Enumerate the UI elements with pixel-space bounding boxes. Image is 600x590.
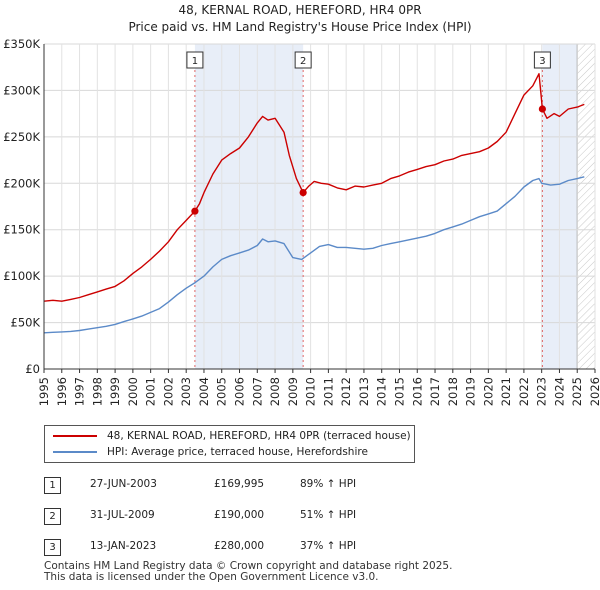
x-tick-label: 1997 xyxy=(73,377,87,406)
sale-hpi-change: 51% ↑ HPI xyxy=(300,509,357,521)
x-tick-label: 2017 xyxy=(428,377,442,406)
x-tick-label: 2010 xyxy=(304,377,318,406)
sale-badge: 2 xyxy=(44,508,61,525)
x-tick-label: 2002 xyxy=(161,377,175,406)
x-tick-label: 2012 xyxy=(339,377,353,406)
sale-date: 31-JUL-2009 xyxy=(90,509,155,521)
x-tick-label: 2001 xyxy=(144,377,158,406)
y-tick-label: £200K xyxy=(3,176,40,190)
sale-point xyxy=(538,105,546,113)
x-tick-label: 2019 xyxy=(464,377,478,406)
sale-price: £190,000 xyxy=(214,509,265,521)
sale-point xyxy=(191,207,199,215)
x-tick-label: 2011 xyxy=(321,377,335,406)
x-tick-label: 2015 xyxy=(392,377,406,406)
x-tick-label: 2008 xyxy=(268,377,282,406)
sale-price: £280,000 xyxy=(214,540,265,552)
sale-label-box xyxy=(294,51,312,69)
x-tick-label: 2006 xyxy=(233,377,247,406)
sale-row: 1 27-JUN-2003 £169,995 89% ↑ HPI xyxy=(44,473,464,499)
forecast-hatch xyxy=(577,44,595,369)
sale-label-number: 2 xyxy=(300,56,306,67)
x-tick-label: 2024 xyxy=(552,377,566,406)
hpi-line xyxy=(44,176,585,334)
legend-label-property: 48, KERNAL ROAD, HEREFORD, HR4 0PR (terr… xyxy=(107,430,411,442)
x-tick-label: 2023 xyxy=(535,377,549,406)
x-tick-label: 2000 xyxy=(126,377,140,406)
sale-row: 3 13-JAN-2023 £280,000 37% ↑ HPI xyxy=(44,535,464,561)
chart-legend: 48, KERNAL ROAD, HEREFORD, HR4 0PR (terr… xyxy=(44,425,415,463)
x-tick-label: 2003 xyxy=(179,377,193,406)
y-tick-label: £150K xyxy=(3,223,40,237)
x-tick-label: 2020 xyxy=(481,377,495,406)
x-tick-label: 2014 xyxy=(375,377,389,406)
legend-swatch-property xyxy=(53,435,97,437)
sale-hpi-change: 89% ↑ HPI xyxy=(300,478,357,490)
x-tick-label: 1996 xyxy=(55,377,69,406)
x-tick-label: 2004 xyxy=(197,377,211,406)
x-tick-label: 2016 xyxy=(410,377,424,406)
x-tick-label: 2007 xyxy=(250,377,264,406)
y-tick-label: £100K xyxy=(3,269,40,283)
sale-date: 13-JAN-2023 xyxy=(90,540,157,552)
ownership-band xyxy=(194,44,304,369)
legend-swatch-hpi xyxy=(53,451,97,453)
x-tick-label: 2021 xyxy=(499,377,513,406)
x-tick-label: 1999 xyxy=(108,377,122,406)
x-tick-label: 2022 xyxy=(517,377,531,406)
y-tick-label: £50K xyxy=(11,316,41,330)
y-tick-label: £300K xyxy=(3,83,40,97)
sale-badge: 1 xyxy=(44,477,61,494)
chart-title: 48, KERNAL ROAD, HEREFORD, HR4 0PR Price… xyxy=(0,2,600,36)
x-tick-label: 2013 xyxy=(357,377,371,406)
sale-label-number: 1 xyxy=(192,56,198,67)
chart-title-line1: 48, KERNAL ROAD, HEREFORD, HR4 0PR xyxy=(178,3,422,17)
x-tick-label: 2018 xyxy=(446,377,460,406)
sale-badge: 3 xyxy=(44,539,61,556)
sale-price: £169,995 xyxy=(214,478,265,490)
x-tick-label: 2026 xyxy=(588,377,600,406)
chart-title-line2: Price paid vs. HM Land Registry's House … xyxy=(128,20,472,34)
sale-label-number: 3 xyxy=(539,56,545,67)
y-tick-label: £250K xyxy=(3,130,40,144)
sale-label-box xyxy=(186,51,204,69)
y-tick-label: £0 xyxy=(25,362,40,376)
sale-label-box xyxy=(533,51,551,69)
property-price-line xyxy=(44,72,585,302)
x-tick-label: 1998 xyxy=(90,377,104,406)
legend-label-hpi: HPI: Average price, terraced house, Here… xyxy=(107,446,368,458)
y-tick-label: £350K xyxy=(3,37,40,51)
sale-hpi-change: 37% ↑ HPI xyxy=(300,540,357,552)
attribution-footer: Contains HM Land Registry data © Crown c… xyxy=(44,561,452,583)
x-tick-label: 2009 xyxy=(286,377,300,406)
x-tick-label: 2005 xyxy=(215,377,229,406)
attribution-line1: Contains HM Land Registry data © Crown c… xyxy=(44,560,453,572)
sales-table: 1 27-JUN-2003 £169,995 89% ↑ HPI 2 31-JU… xyxy=(44,473,464,566)
x-tick-label: 2025 xyxy=(570,377,584,406)
sale-point xyxy=(299,188,307,197)
sale-date: 27-JUN-2003 xyxy=(90,478,157,490)
attribution-line2: This data is licensed under the Open Gov… xyxy=(44,571,379,583)
price-chart: 1 2 3 £0 £50K £100K £150K £200K £250K £300K £350K… xyxy=(3,37,600,406)
x-tick-label: 1995 xyxy=(37,377,51,406)
sale-row: 2 31-JUL-2009 £190,000 51% ↑ HPI xyxy=(44,504,464,530)
